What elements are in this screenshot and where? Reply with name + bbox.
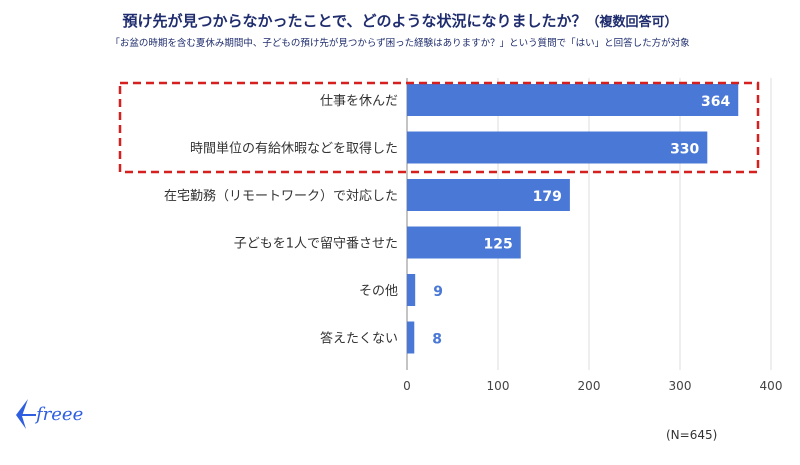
category-label: 時間単位の有給休暇などを取得した	[190, 141, 398, 157]
x-tick-label: 0	[403, 379, 411, 393]
bar	[407, 321, 415, 354]
bar	[407, 274, 416, 306]
x-tick-label: 400	[760, 379, 783, 393]
bar	[407, 131, 708, 164]
highlight-box	[118, 81, 760, 174]
data-label: 364	[701, 94, 730, 110]
bar	[407, 84, 739, 116]
category-label: その他	[359, 284, 398, 299]
category-label: 子どもを1人で留守番させた	[234, 237, 398, 252]
data-label: 125	[484, 237, 513, 253]
bar	[407, 226, 521, 259]
category-label: 答えたくない	[320, 331, 398, 347]
x-tick-label: 200	[578, 379, 601, 393]
data-label: 9	[433, 284, 443, 300]
chart-subtitle: 「お盆の時期を含む夏休み期間中、子どもの預け先が見つからず困った経験はありますか…	[110, 38, 690, 49]
chart-title: 預け先が見つからなかったことで、どのような状況になりましたか？（複数回答可）	[122, 12, 678, 30]
data-label: 330	[670, 142, 699, 158]
data-label: 179	[533, 189, 562, 205]
x-tick-label: 300	[669, 379, 692, 393]
sample-size-note: (N=645)	[666, 428, 718, 442]
x-tick-label: 100	[487, 379, 510, 393]
freee-logo: freee	[8, 395, 98, 439]
category-label: 在宅勤務（リモートワーク）で対応した	[164, 189, 398, 204]
svg-text:freee: freee	[34, 404, 83, 425]
bar	[407, 179, 570, 211]
category-label: 仕事を休んだ	[320, 94, 398, 109]
data-label: 8	[432, 332, 442, 348]
